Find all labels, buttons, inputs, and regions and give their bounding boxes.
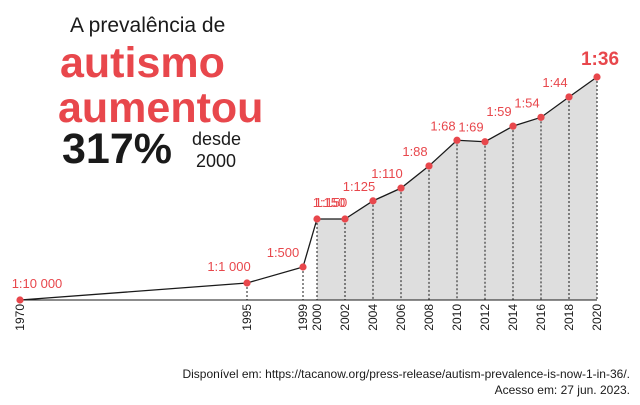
data-point-2000 [313,215,321,223]
data-point-1995 [243,279,251,287]
x-tick-1999: 1999 [296,304,310,331]
data-label-2008: 1:88 [402,144,427,159]
source-url: Disponível em: https://tacanow.org/press… [182,367,630,381]
data-label-2000: 1:150 [313,195,346,210]
data-point-2006 [397,184,405,192]
data-label-2014: 1:59 [486,104,511,119]
source-citation: Disponível em: https://tacanow.org/press… [182,366,630,398]
data-label-2012: 1:69 [458,120,483,135]
data-point-2014 [509,122,517,130]
data-label-2010: 1:68 [430,118,455,133]
headline-since: desde [192,129,242,149]
data-point-2016 [537,113,545,121]
headline-autism: autismo [60,39,225,87]
series-line [19,76,598,301]
x-tick-1995: 1995 [240,304,254,331]
headline-intro: A prevalência de [70,14,226,37]
x-tick-2000: 2000 [310,304,324,331]
data-label-1995: 1:1 000 [207,259,250,274]
data-label-2006: 1:110 [371,166,403,181]
source-access-date: Acesso em: 27 jun. 2023. [494,383,630,397]
data-label-2004: 1:125 [343,179,376,194]
x-tick-2012: 2012 [478,304,492,331]
data-point-2012 [481,138,489,146]
x-tick-2004: 2004 [366,304,380,331]
x-tick-1970: 1970 [13,304,27,331]
headline-percent: 317% [62,125,172,173]
data-point-2020 [593,73,601,81]
headline-increased: aumentou [58,84,264,132]
data-point-2010 [453,136,461,144]
data-point-1970 [16,296,24,304]
data-point-2008 [425,162,433,170]
data-label-2016: 1:54 [514,95,539,110]
headline-since-year: 2000 [196,151,237,171]
data-label-1970: 1:10 000 [12,276,63,291]
x-tick-2008: 2008 [422,304,436,331]
data-point-2002 [341,215,349,223]
x-tick-2020: 2020 [590,304,604,331]
x-tick-2002: 2002 [338,304,352,331]
x-tick-2006: 2006 [394,304,408,331]
x-tick-2016: 2016 [534,304,548,331]
data-point-2004 [369,197,377,205]
data-label-2002: 1:150 [315,195,348,210]
x-tick-2018: 2018 [562,304,576,331]
data-label-2018: 1:44 [542,75,567,90]
data-point-1999 [299,263,307,271]
x-tick-2014: 2014 [506,304,520,331]
data-label-1999: 1:500 [267,245,300,260]
x-tick-2010: 2010 [450,304,464,331]
data-point-2018 [565,93,573,101]
data-label-2020: 1:36 [581,49,619,70]
headline: A prevalência de autismo aumentou 317% d… [0,0,640,200]
